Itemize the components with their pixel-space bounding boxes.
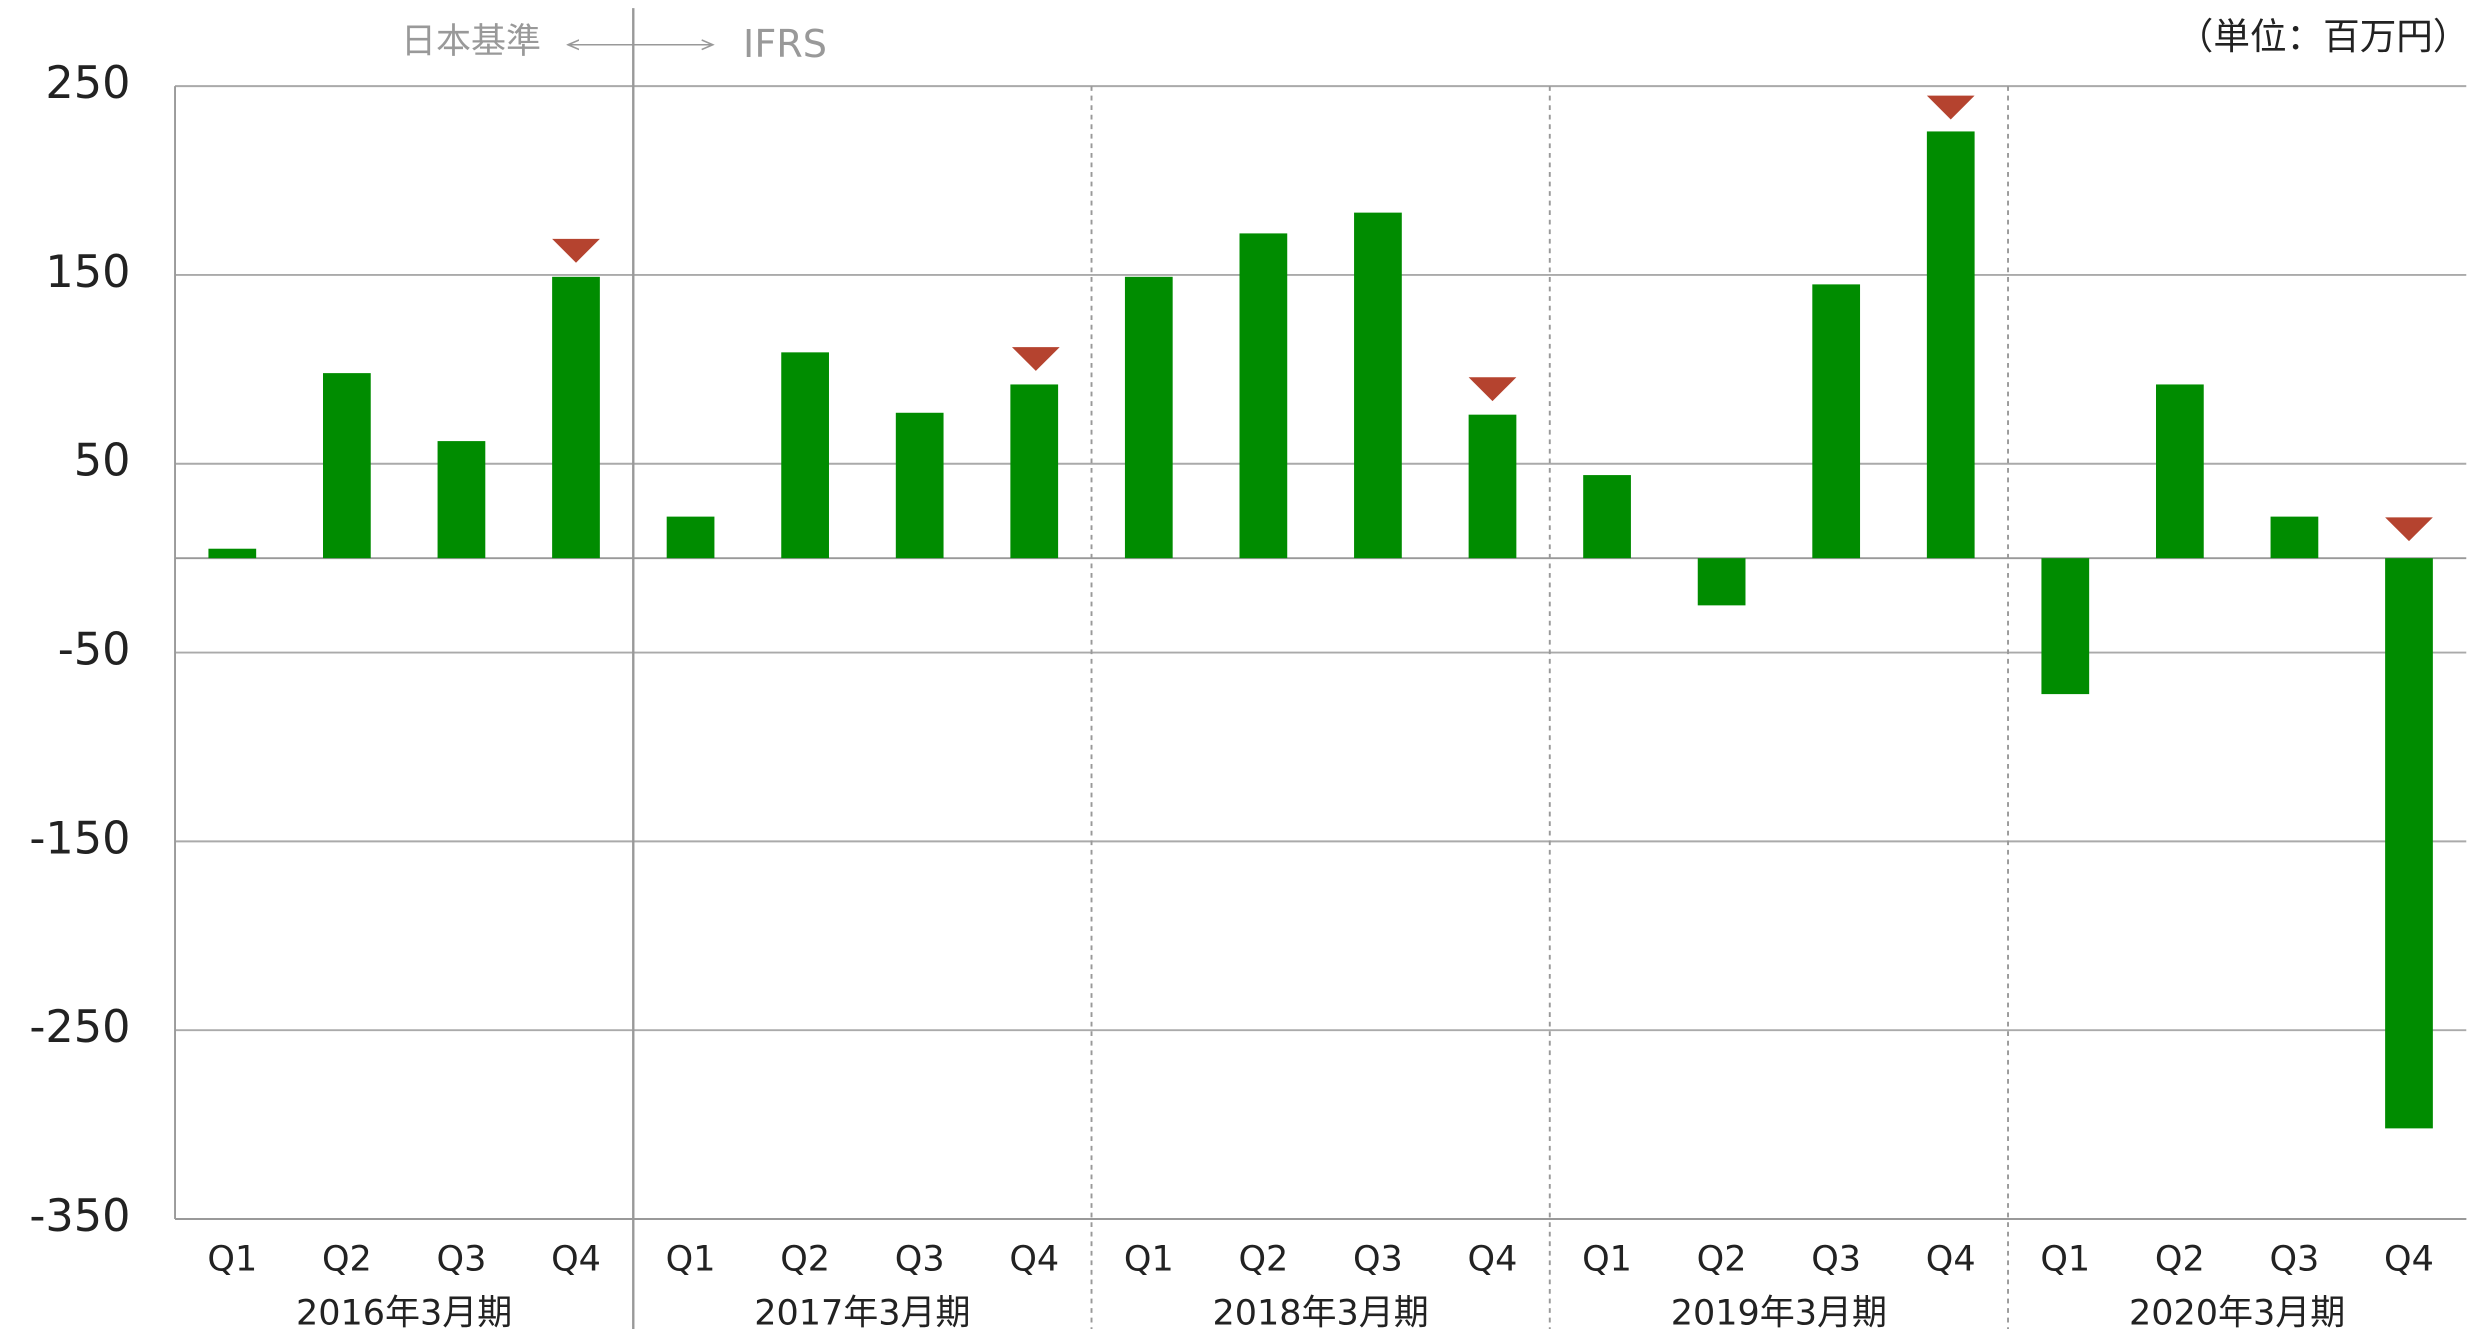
bar	[1239, 233, 1288, 559]
bar	[1124, 276, 1173, 559]
marker	[1468, 377, 1517, 402]
marker	[1926, 95, 1975, 120]
bar	[2155, 384, 2204, 559]
y-tick-label: 250	[45, 57, 130, 109]
bar	[1583, 475, 1631, 559]
x-tick-label: Q1	[1124, 1239, 1174, 1279]
x-tick-label: Q2	[1238, 1239, 1288, 1279]
bar	[1468, 414, 1517, 559]
y-tick-label: -350	[29, 1190, 130, 1242]
marker	[1011, 347, 1060, 371]
x-tick-label: Q1	[666, 1239, 716, 1279]
annotation-right: IFRS	[743, 23, 827, 67]
y-tick-label: -150	[29, 812, 130, 864]
x-tick-label: Q3	[895, 1239, 945, 1279]
bar	[781, 352, 829, 559]
x-tick-label: Q3	[2270, 1239, 2320, 1279]
bar	[208, 548, 257, 559]
x-tick-label: Q1	[207, 1239, 257, 1279]
y-tick-label: 50	[74, 435, 131, 487]
q4-markers	[552, 95, 2433, 542]
group-label: 2020年3月期	[2129, 1293, 2345, 1329]
bar	[552, 276, 600, 559]
bar	[437, 441, 486, 559]
x-tick-label: Q3	[1811, 1239, 1861, 1279]
x-tick-label: Q2	[780, 1239, 830, 1279]
x-tick-label: Q2	[322, 1239, 372, 1279]
group-label: 2017年3月期	[754, 1293, 970, 1329]
bar	[1926, 131, 1975, 559]
bar	[1697, 558, 1746, 606]
marker	[552, 238, 600, 263]
bar	[1010, 384, 1059, 559]
y-tick-label: -50	[58, 624, 131, 676]
bar	[1812, 284, 1861, 559]
x-tick-label: Q3	[437, 1239, 487, 1279]
marker	[2385, 517, 2433, 542]
x-tick-label: Q4	[1468, 1239, 1518, 1279]
bar	[1354, 212, 1402, 559]
x-tick-label: Q2	[1697, 1239, 1747, 1279]
x-tick-label: Q4	[2384, 1239, 2434, 1279]
y-tick-label: 150	[45, 246, 130, 298]
group-label: 2019年3月期	[1671, 1293, 1887, 1329]
x-tick-label: Q4	[1926, 1239, 1976, 1279]
group-label: 2016年3月期	[296, 1293, 512, 1329]
x-tick-label: Q3	[1353, 1239, 1403, 1279]
y-tick-label: -250	[29, 1001, 130, 1053]
x-tick-label: Q1	[1582, 1239, 1632, 1279]
bar	[2270, 516, 2319, 559]
bar	[895, 412, 944, 559]
bar	[2385, 558, 2433, 1129]
x-tick-label: Q4	[1009, 1239, 1059, 1279]
group-label: 2018年3月期	[1212, 1293, 1428, 1329]
bar	[666, 516, 715, 559]
bar	[323, 373, 371, 559]
x-tick-label: Q4	[551, 1239, 601, 1279]
annotation-left: 日本基準	[401, 22, 541, 62]
x-tick-label: Q2	[2155, 1239, 2205, 1279]
x-tick-label: Q1	[2040, 1239, 2090, 1279]
bar	[2041, 558, 2090, 695]
unit-label: （単位：百万円）	[2177, 15, 2470, 58]
